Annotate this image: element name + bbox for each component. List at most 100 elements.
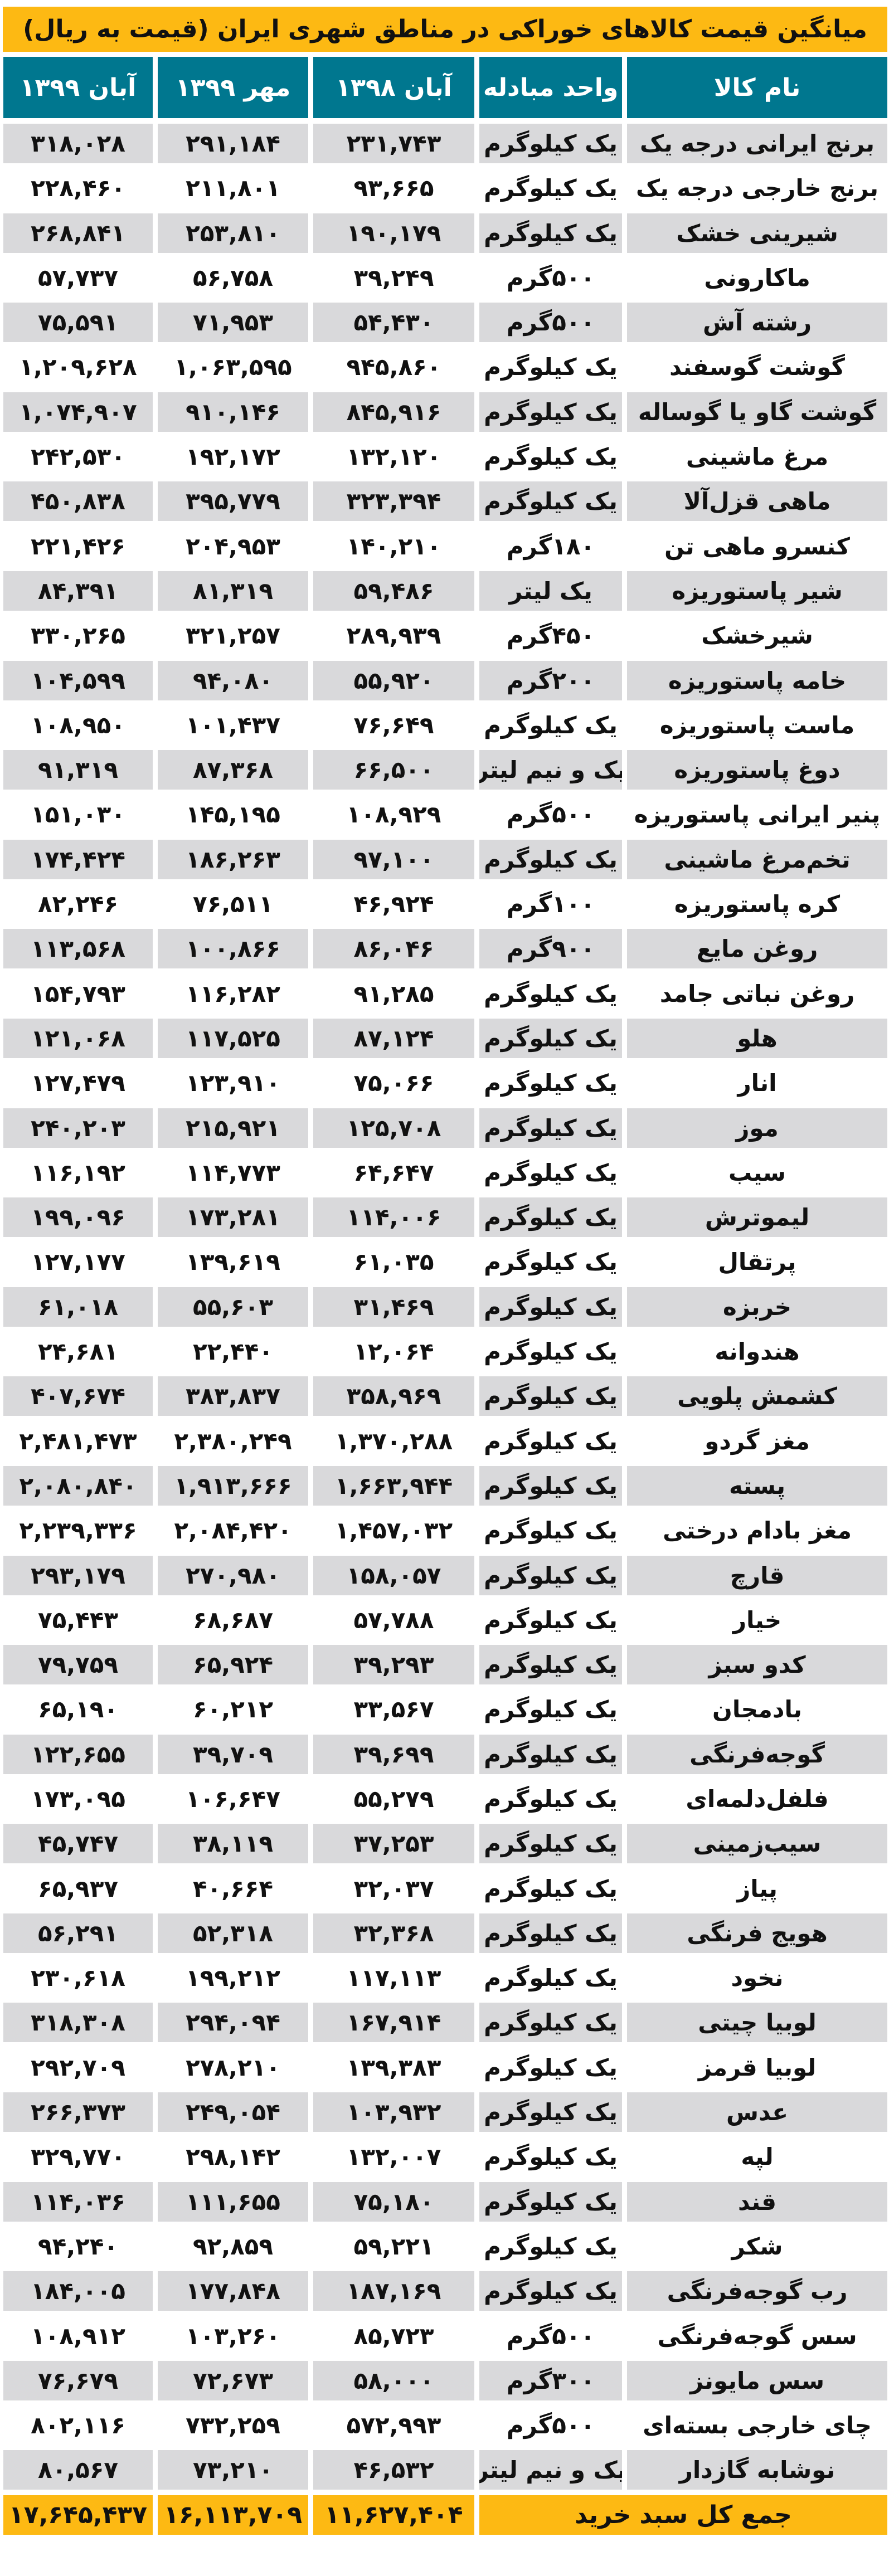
table-cell-item-name: گوجه‌فرنگی (627, 1734, 887, 1774)
table-cell-unit: یک لیتر (479, 571, 622, 611)
table-cell-price-mehr-1399: ۱۱۱,۶۵۵ (158, 2181, 308, 2222)
table-cell-price-mehr-1399: ۹۴,۰۸۰ (158, 660, 308, 700)
table-cell-price-mehr-1399: ۷۱,۹۵۳ (158, 303, 308, 343)
table-cell-unit: یک کیلوگرم (479, 213, 622, 253)
total-price-aban-1398: ۱۱,۶۲۷,۴۰۴ (313, 2495, 474, 2535)
table-cell-unit: یک کیلوگرم (479, 1645, 622, 1685)
table-cell-unit: ۹۰۰گرم (479, 929, 622, 969)
table-cell-price-mehr-1399: ۲۷۸,۲۱۰ (158, 2047, 308, 2087)
table-cell-price-mehr-1399: ۳۸۳,۸۳۷ (158, 1376, 308, 1416)
table-cell-price-mehr-1399: ۱,۰۶۳,۵۹۵ (158, 347, 308, 387)
total-label: جمع کل سبد خرید (479, 2495, 887, 2535)
table-cell-price-aban-1399: ۶۱,۰۱۸ (3, 1287, 153, 1327)
table-cell-price-aban-1398: ۱,۴۵۷,۰۳۲ (313, 1511, 474, 1551)
table-cell-price-mehr-1399: ۵۵,۶۰۳ (158, 1287, 308, 1327)
table-cell-price-mehr-1399: ۱۰۳,۲۶۰ (158, 2316, 308, 2356)
table-cell-price-mehr-1399: ۲۹۸,۱۴۲ (158, 2137, 308, 2177)
table-cell-price-aban-1398: ۸۶,۰۴۶ (313, 929, 474, 969)
table-cell-price-aban-1399: ۱۰۸,۹۵۰ (3, 705, 153, 745)
table-cell-item-name: شیر پاستوریزه (627, 571, 887, 611)
table-cell-price-aban-1398: ۴۶,۹۲۴ (313, 884, 474, 924)
table-cell-price-aban-1399: ۵۷,۷۳۷ (3, 257, 153, 298)
table-cell-price-aban-1398: ۵۸,۰۰۰ (313, 2360, 474, 2400)
table-cell-price-mehr-1399: ۲۵۳,۸۱۰ (158, 213, 308, 253)
table-cell-price-aban-1398: ۱۲,۰۶۴ (313, 1332, 474, 1372)
table-cell-item-name: فلفل‌دلمه‌ای (627, 1779, 887, 1819)
table-cell-price-aban-1398: ۷۵,۰۶۶ (313, 1063, 474, 1103)
table-cell-price-aban-1399: ۳۲۹,۷۷۰ (3, 2137, 153, 2177)
table-cell-item-name: ماست پاستوریزه (627, 705, 887, 745)
table-cell-price-aban-1399: ۶۵,۱۹۰ (3, 1689, 153, 1730)
table-cell-unit: یک کیلوگرم (479, 1465, 622, 1506)
table-cell-unit: یک کیلوگرم (479, 1287, 622, 1327)
table-cell-price-aban-1399: ۱۰۸,۹۱۲ (3, 2316, 153, 2356)
table-cell-price-aban-1399: ۳۱۸,۳۰۸ (3, 2003, 153, 2043)
table-cell-item-name: خامه پاستوریزه (627, 660, 887, 700)
table-cell-price-mehr-1399: ۲۱۱,۸۰۱ (158, 168, 308, 208)
table-cell-price-aban-1398: ۱,۳۷۰,۲۸۸ (313, 1421, 474, 1461)
table-cell-price-mehr-1399: ۱۸۶,۲۶۳ (158, 839, 308, 879)
table-cell-item-name: شیرخشک (627, 616, 887, 656)
table-cell-price-aban-1399: ۱۱۴,۰۳۶ (3, 2181, 153, 2222)
table-cell-price-aban-1398: ۱۳۲,۰۰۷ (313, 2137, 474, 2177)
table-cell-price-aban-1398: ۵۷۲,۹۹۳ (313, 2405, 474, 2446)
table-cell-price-aban-1398: ۵۹,۲۲۱ (313, 2226, 474, 2266)
table-cell-unit: یک کیلوگرم (479, 1734, 622, 1774)
table-cell-price-mehr-1399: ۶۵,۹۲۴ (158, 1645, 308, 1685)
table-cell-price-mehr-1399: ۷۳,۲۱۰ (158, 2450, 308, 2490)
table-cell-item-name: گوشت گاو یا گوساله (627, 392, 887, 432)
table-cell-price-aban-1398: ۹۳,۶۶۵ (313, 168, 474, 208)
table-title: میانگین قیمت کالاهای خوراکی در مناطق شهر… (3, 7, 887, 52)
table-cell-price-aban-1399: ۳۱۸,۰۲۸ (3, 124, 153, 163)
table-cell-price-aban-1398: ۳۹,۲۹۳ (313, 1645, 474, 1685)
table-cell-item-name: لپه (627, 2137, 887, 2177)
table-cell-price-aban-1399: ۲۴۰,۲۰۳ (3, 1108, 153, 1148)
table-cell-unit: یک کیلوگرم (479, 2092, 622, 2132)
table-cell-item-name: هندوانه (627, 1332, 887, 1372)
table-cell-price-aban-1399: ۸۰۲,۱۱۶ (3, 2405, 153, 2446)
table-cell-item-name: انار (627, 1063, 887, 1103)
table-cell-price-aban-1398: ۱۲۵,۷۰۸ (313, 1108, 474, 1148)
table-cell-unit: یک کیلوگرم (479, 168, 622, 208)
table-cell-item-name: شکر (627, 2226, 887, 2266)
table-cell-unit: ۵۰۰گرم (479, 303, 622, 343)
table-cell-price-aban-1399: ۲۶۸,۸۴۱ (3, 213, 153, 253)
table-cell-item-name: گوشت گوسفند (627, 347, 887, 387)
table-cell-price-aban-1399: ۱۲۲,۶۵۵ (3, 1734, 153, 1774)
table-cell-unit: ۲۰۰گرم (479, 660, 622, 700)
table-cell-item-name: برنج خارجی درجه یک (627, 168, 887, 208)
table-cell-item-name: کره پاستوریزه (627, 884, 887, 924)
table-cell-unit: یک کیلوگرم (479, 1600, 622, 1640)
table-cell-unit: یک کیلوگرم (479, 1376, 622, 1416)
table-cell-unit: یک کیلوگرم (479, 1868, 622, 1908)
table-cell-price-aban-1398: ۱۳۹,۳۸۳ (313, 2047, 474, 2087)
table-cell-price-mehr-1399: ۲,۳۸۰,۲۴۹ (158, 1421, 308, 1461)
table-cell-unit: یک و نیم لیتر (479, 750, 622, 790)
table-cell-price-aban-1398: ۳۲,۰۳۷ (313, 1868, 474, 1908)
table-cell-item-name: سیب (627, 1152, 887, 1192)
table-cell-price-aban-1399: ۲۴۲,۵۳۰ (3, 437, 153, 477)
table-cell-unit: ۵۰۰گرم (479, 795, 622, 835)
table-cell-item-name: سس مایونز (627, 2360, 887, 2400)
table-cell-unit: یک کیلوگرم (479, 437, 622, 477)
header-unit: واحد مبادله (479, 57, 622, 118)
table-cell-price-aban-1398: ۱۰۸,۹۲۹ (313, 795, 474, 835)
table-cell-price-aban-1398: ۵۵,۲۷۹ (313, 1779, 474, 1819)
total-price-aban-1399: ۱۷,۶۴۵,۴۳۷ (3, 2495, 153, 2535)
table-cell-unit: یک کیلوگرم (479, 1152, 622, 1192)
table-cell-item-name: لیموترش (627, 1197, 887, 1238)
table-cell-unit: یک کیلوگرم (479, 2003, 622, 2043)
table-cell-price-aban-1399: ۱۲۷,۴۷۹ (3, 1063, 153, 1103)
table-cell-price-aban-1399: ۱,۲۰۹,۶۲۸ (3, 347, 153, 387)
table-cell-unit: یک کیلوگرم (479, 1063, 622, 1103)
table-cell-unit: یک کیلوگرم (479, 839, 622, 879)
table-cell-price-aban-1399: ۱۹۹,۰۹۶ (3, 1197, 153, 1238)
table-cell-price-aban-1398: ۳۱,۴۶۹ (313, 1287, 474, 1327)
table-cell-item-name: خربزه (627, 1287, 887, 1327)
table-cell-item-name: تخم‌مرغ ماشینی (627, 839, 887, 879)
table-cell-price-aban-1398: ۳۷,۲۵۳ (313, 1824, 474, 1864)
table-cell-unit: ۳۰۰گرم (479, 2360, 622, 2400)
table-cell-price-aban-1399: ۷۶,۶۷۹ (3, 2360, 153, 2400)
table-cell-price-aban-1398: ۵۵,۹۲۰ (313, 660, 474, 700)
table-cell-price-aban-1399: ۵۶,۲۹۱ (3, 1913, 153, 1953)
